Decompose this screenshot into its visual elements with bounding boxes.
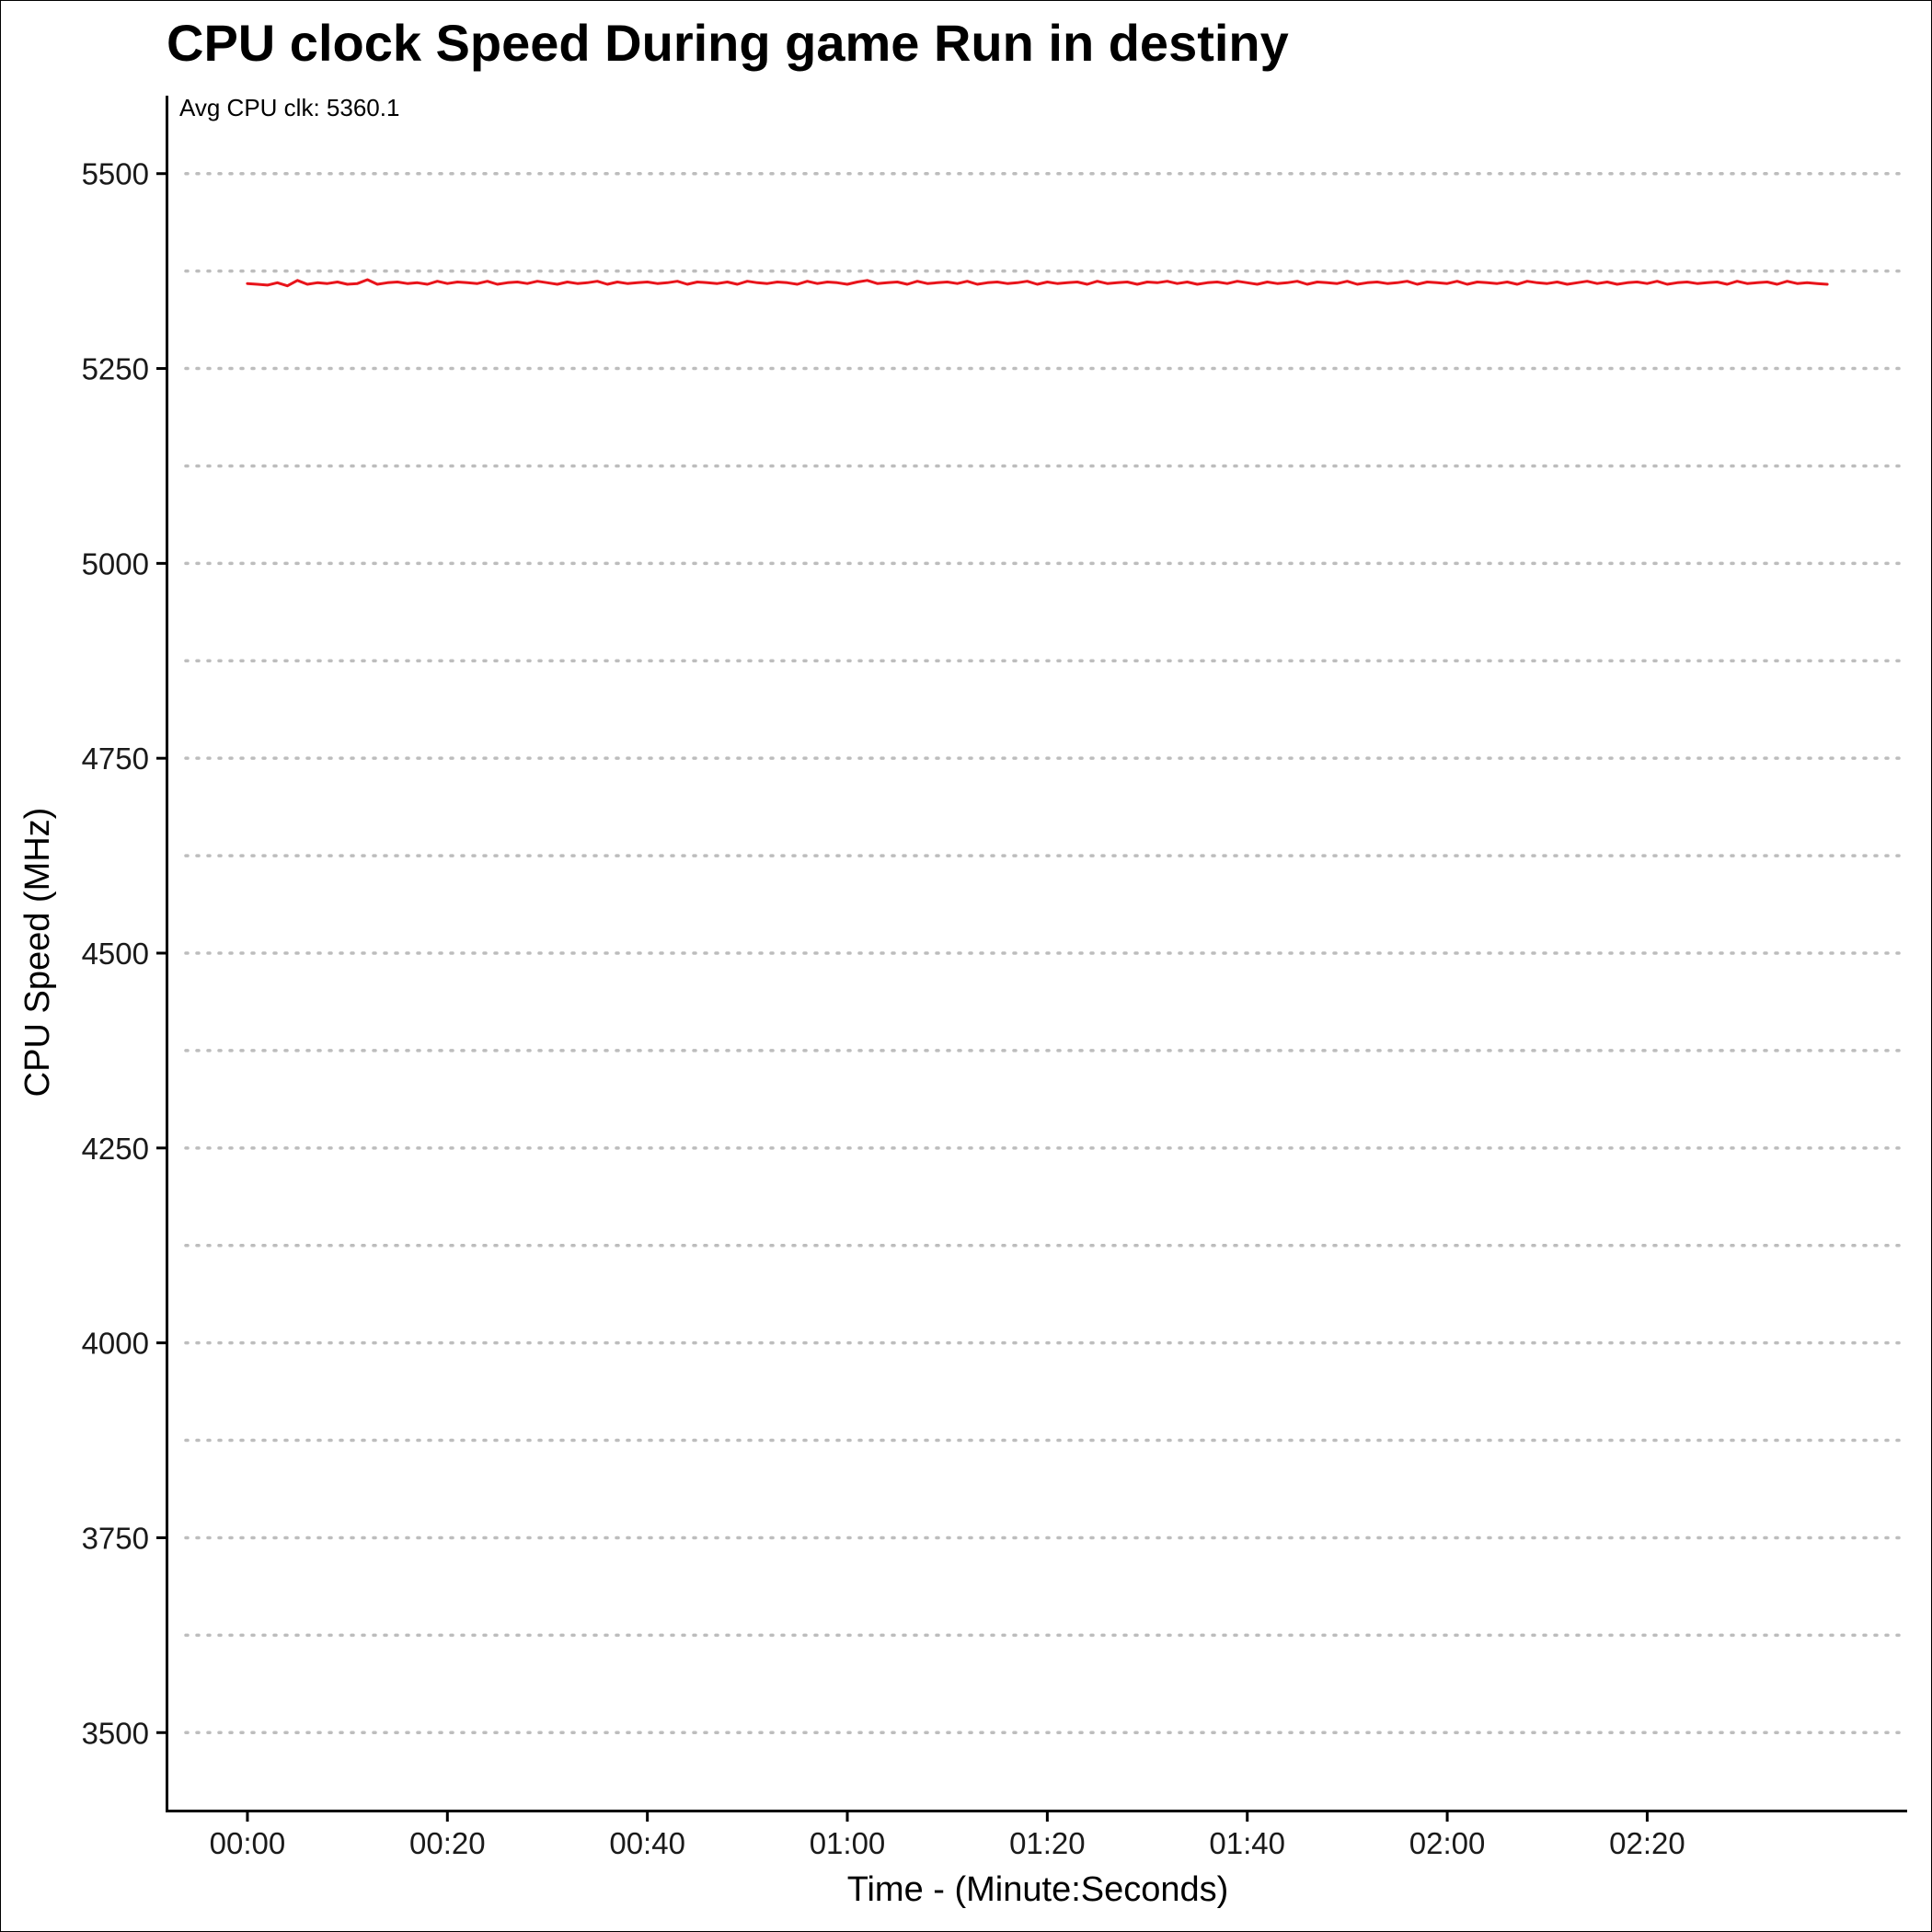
x-tick-label: 01:00: [810, 1826, 886, 1860]
y-tick-label: 4250: [82, 1132, 149, 1166]
y-axis-ticks: 3500 3750 4000 4250 4500 4750 5000 5250 5500: [82, 157, 167, 1750]
x-tick-label: 00:00: [210, 1826, 286, 1860]
x-tick-label: 02:00: [1409, 1826, 1486, 1860]
x-tick-label: 00:20: [409, 1826, 486, 1860]
y-tick-label: 5250: [82, 352, 149, 386]
y-tick-label: 4000: [82, 1327, 149, 1361]
avg-cpu-annotation: Avg CPU clk: 5360.1: [179, 94, 399, 121]
y-tick-label: 4500: [82, 937, 149, 971]
x-tick-label: 01:20: [1009, 1826, 1086, 1860]
y-axis-title: CPU Speed (MHz): [18, 808, 57, 1098]
y-tick-label: 3500: [82, 1716, 149, 1750]
y-tick-label: 5000: [82, 546, 149, 581]
y-tick-label: 5500: [82, 157, 149, 191]
series-layer: [246, 278, 1829, 288]
gridlines: [184, 171, 1909, 1735]
cpu-speed-series-line: [246, 278, 1829, 288]
chart-title: CPU clock Speed During game Run in desti…: [167, 14, 1289, 72]
x-tick-label: 01:40: [1209, 1826, 1285, 1860]
x-tick-label: 02:20: [1609, 1826, 1685, 1860]
y-tick-label: 4750: [82, 742, 149, 776]
x-axis-title: Time - (Minute:Seconds): [847, 1870, 1229, 1909]
x-tick-label: 00:40: [609, 1826, 685, 1860]
x-axis-ticks: 00:00 00:20 00:40 01:00 01:20 01:40 02:00 02:20: [210, 1811, 1685, 1860]
y-tick-label: 3750: [82, 1521, 149, 1555]
